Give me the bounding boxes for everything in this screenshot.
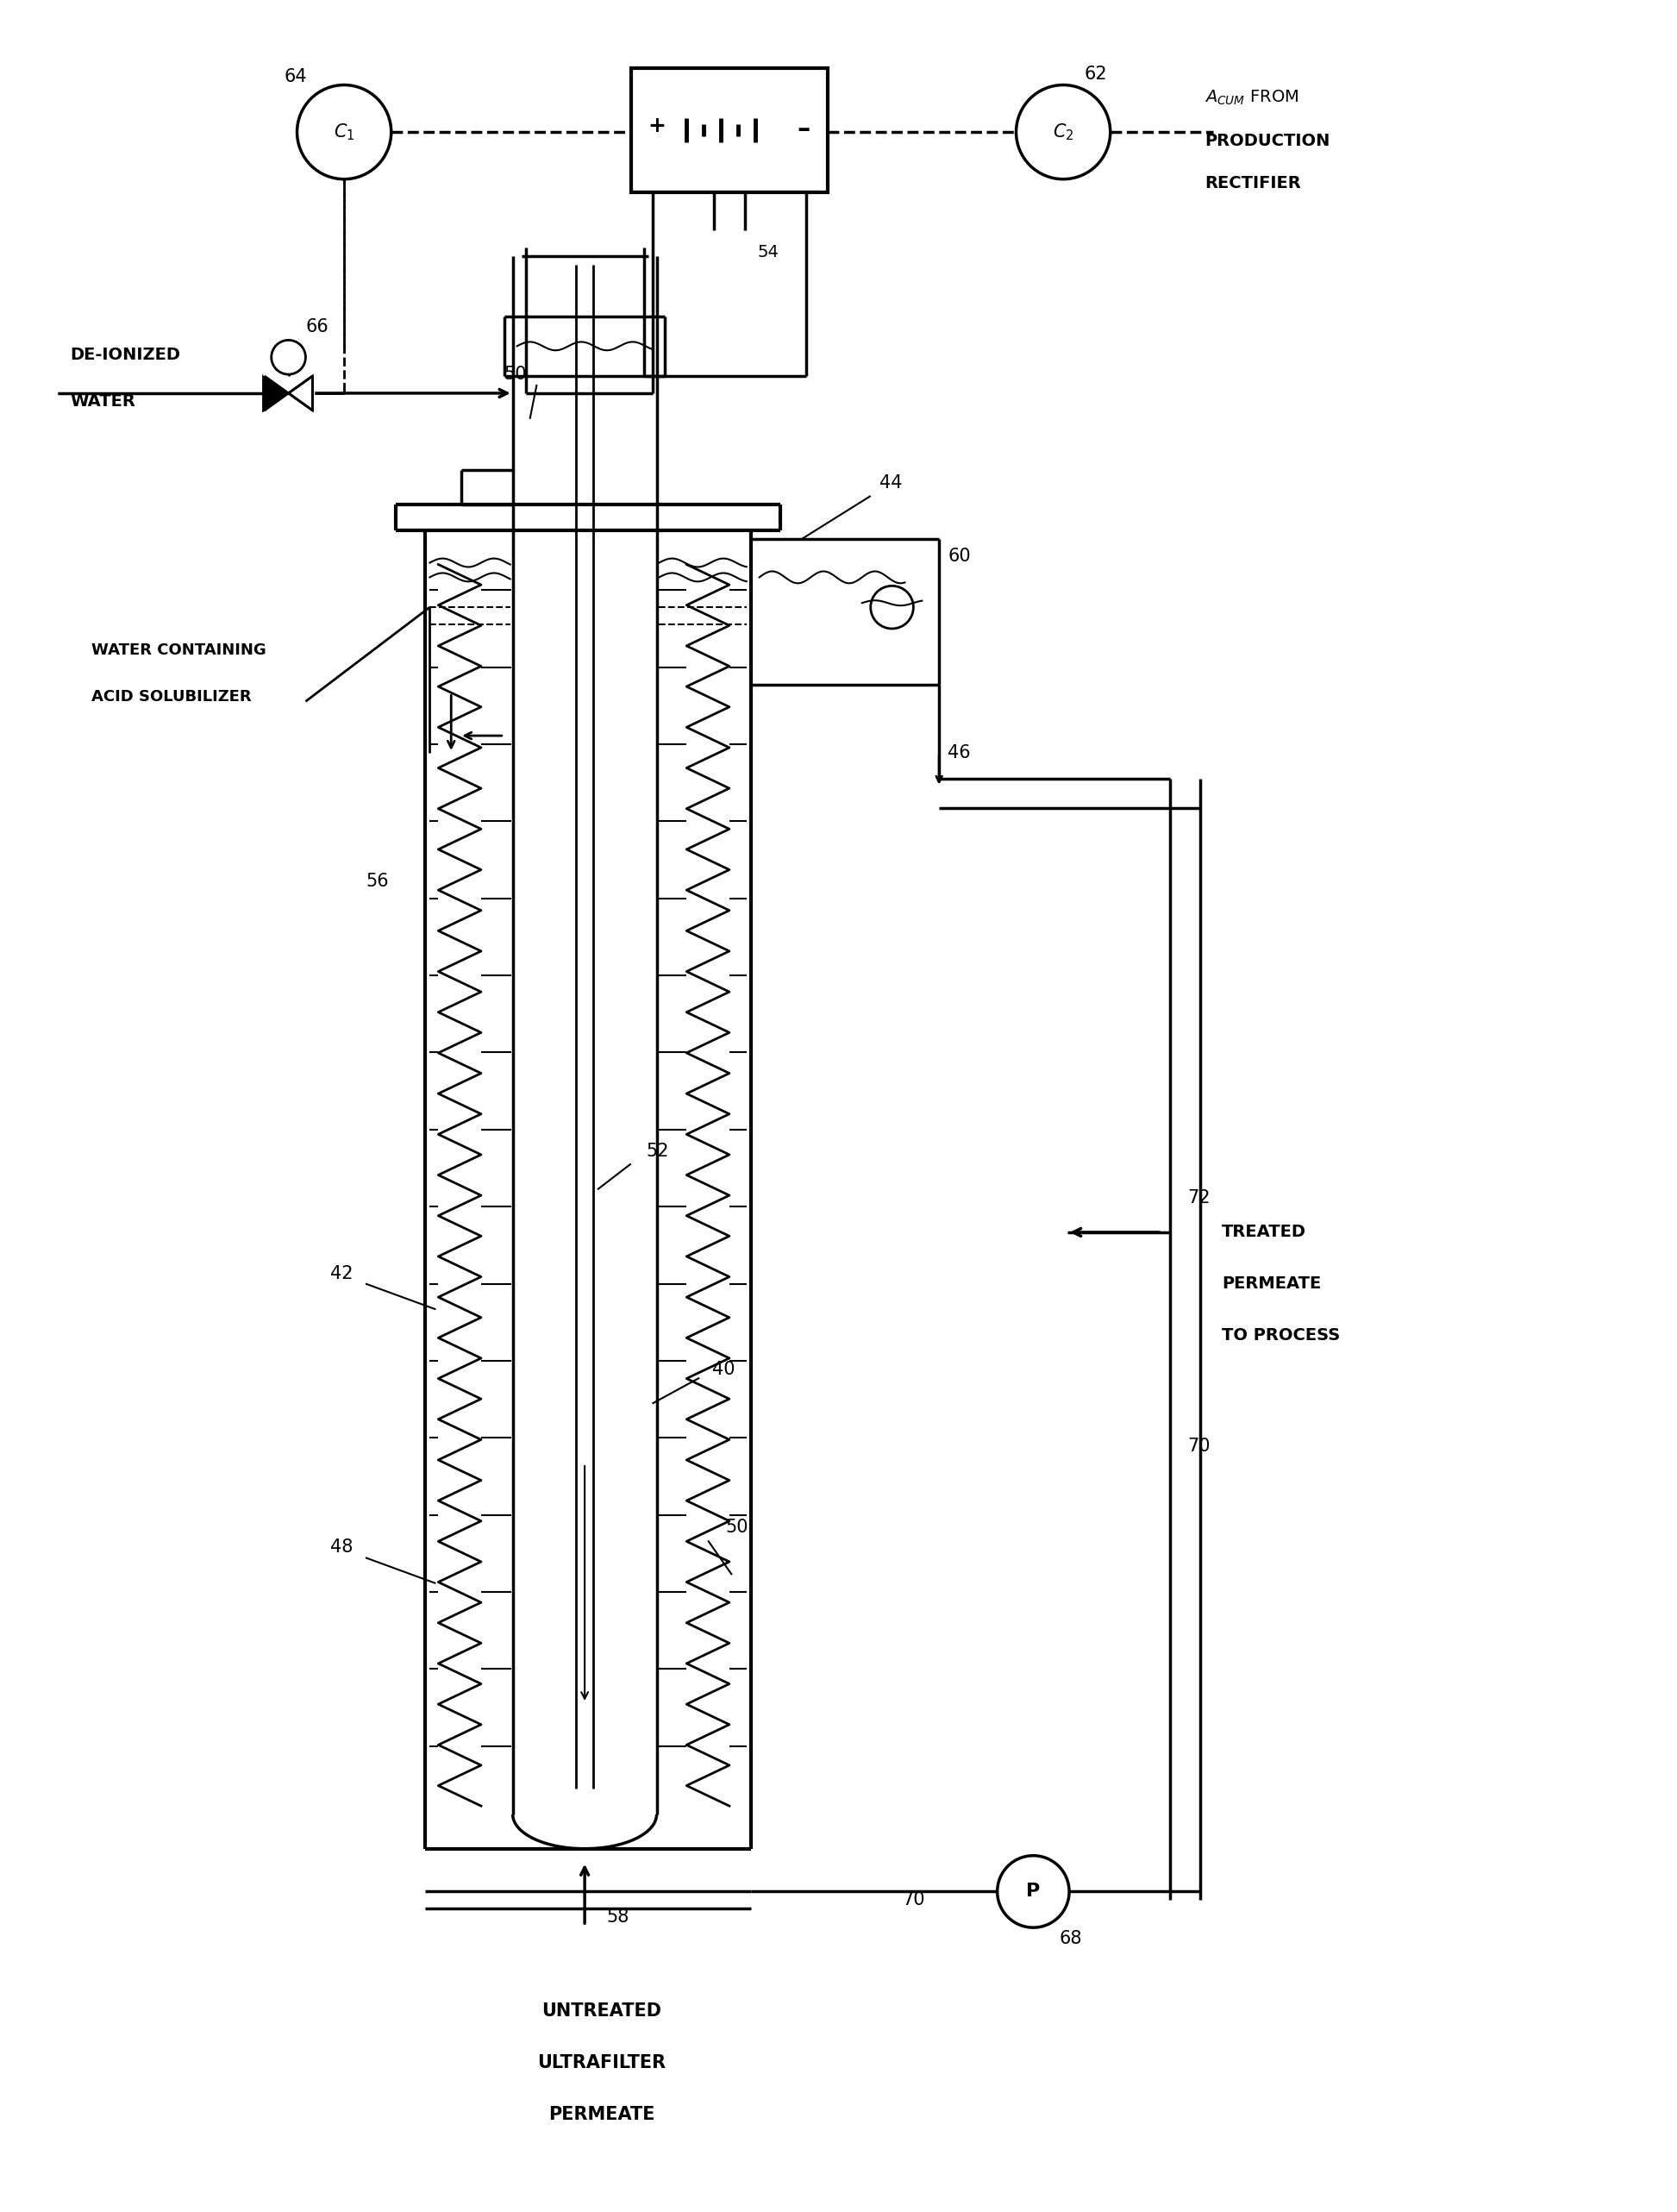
Text: 50: 50	[724, 1520, 748, 1537]
Polygon shape	[288, 376, 312, 409]
Text: PERMEATE: PERMEATE	[1221, 1276, 1321, 1292]
Polygon shape	[263, 374, 314, 411]
Text: 60: 60	[948, 546, 971, 564]
Text: 52: 52	[646, 1141, 669, 1159]
Text: +: +	[647, 115, 666, 137]
Circle shape	[1016, 84, 1110, 179]
Text: ULTRAFILTER: ULTRAFILTER	[538, 2055, 666, 2070]
Text: DE-IONIZED: DE-IONIZED	[70, 347, 181, 363]
Text: 72: 72	[1187, 1190, 1211, 1208]
Text: TREATED: TREATED	[1221, 1223, 1306, 1241]
Text: $A_{CUM}$ FROM: $A_{CUM}$ FROM	[1204, 88, 1298, 106]
Text: 64: 64	[283, 69, 307, 84]
Polygon shape	[263, 374, 314, 411]
Text: WATER: WATER	[70, 394, 136, 409]
Text: $C_2$: $C_2$	[1053, 122, 1073, 142]
Text: 50: 50	[503, 365, 527, 383]
Circle shape	[998, 1856, 1070, 1927]
Text: RECTIFIER: RECTIFIER	[1204, 175, 1301, 192]
Text: WATER CONTAINING: WATER CONTAINING	[92, 641, 267, 657]
Text: ACID SOLUBILIZER: ACID SOLUBILIZER	[92, 690, 252, 706]
Text: 56: 56	[366, 872, 389, 889]
Text: 40: 40	[713, 1360, 735, 1378]
Text: 68: 68	[1058, 1931, 1082, 1947]
Text: 58: 58	[605, 1909, 629, 1927]
Bar	[631, 69, 828, 192]
Text: 70: 70	[1187, 1438, 1211, 1455]
Text: PRODUCTION: PRODUCTION	[1204, 133, 1330, 148]
Text: PERMEATE: PERMEATE	[548, 2106, 656, 2124]
Text: $C_1$: $C_1$	[334, 122, 354, 142]
Circle shape	[272, 341, 305, 374]
Text: 42: 42	[330, 1265, 352, 1283]
Text: 48: 48	[330, 1540, 352, 1555]
Text: 70: 70	[902, 1891, 924, 1909]
Text: 44: 44	[879, 476, 902, 491]
Polygon shape	[265, 376, 288, 409]
Text: –: –	[797, 115, 810, 142]
Circle shape	[297, 84, 391, 179]
Polygon shape	[263, 374, 314, 411]
Text: 66: 66	[305, 319, 329, 334]
Text: 54: 54	[758, 243, 780, 261]
Text: UNTREATED: UNTREATED	[542, 2002, 662, 2020]
Text: P: P	[1026, 1882, 1040, 1900]
Text: 46: 46	[948, 743, 971, 761]
Text: 62: 62	[1085, 64, 1107, 82]
Text: TO PROCESS: TO PROCESS	[1221, 1327, 1340, 1343]
Circle shape	[870, 586, 914, 628]
